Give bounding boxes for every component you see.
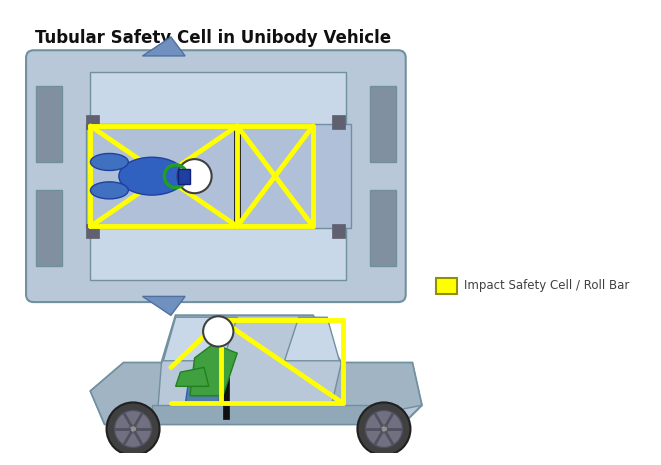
- Bar: [369, 86, 396, 162]
- Polygon shape: [91, 315, 422, 424]
- Circle shape: [380, 425, 388, 433]
- Circle shape: [106, 402, 159, 455]
- Circle shape: [129, 425, 137, 433]
- Bar: [436, 279, 457, 293]
- Polygon shape: [190, 344, 237, 396]
- Polygon shape: [163, 317, 237, 361]
- Ellipse shape: [119, 157, 185, 195]
- Bar: [86, 115, 99, 129]
- Bar: [369, 190, 396, 266]
- Polygon shape: [143, 37, 185, 56]
- Bar: [332, 115, 345, 129]
- Bar: [86, 124, 351, 228]
- Polygon shape: [91, 363, 161, 424]
- Bar: [223, 363, 229, 419]
- Bar: [91, 72, 346, 129]
- Bar: [235, 124, 240, 228]
- Circle shape: [358, 402, 410, 455]
- Circle shape: [203, 316, 233, 346]
- Polygon shape: [143, 296, 185, 315]
- Text: Tubular Safety Cell in Unibody Vehicle: Tubular Safety Cell in Unibody Vehicle: [36, 29, 391, 47]
- Circle shape: [178, 159, 212, 193]
- Polygon shape: [327, 363, 422, 424]
- Bar: [332, 224, 345, 238]
- Polygon shape: [185, 372, 223, 405]
- Text: Impact Safety Cell / Roll Bar: Impact Safety Cell / Roll Bar: [465, 279, 630, 292]
- Polygon shape: [284, 317, 340, 361]
- Bar: [152, 405, 398, 424]
- Polygon shape: [176, 367, 209, 386]
- Bar: [36, 86, 62, 162]
- Circle shape: [114, 411, 151, 447]
- Circle shape: [366, 411, 403, 447]
- FancyBboxPatch shape: [26, 50, 406, 302]
- Bar: [36, 190, 62, 266]
- Bar: [178, 169, 190, 184]
- Ellipse shape: [91, 153, 128, 171]
- Ellipse shape: [91, 182, 128, 199]
- Bar: [86, 224, 99, 238]
- Bar: [91, 224, 346, 280]
